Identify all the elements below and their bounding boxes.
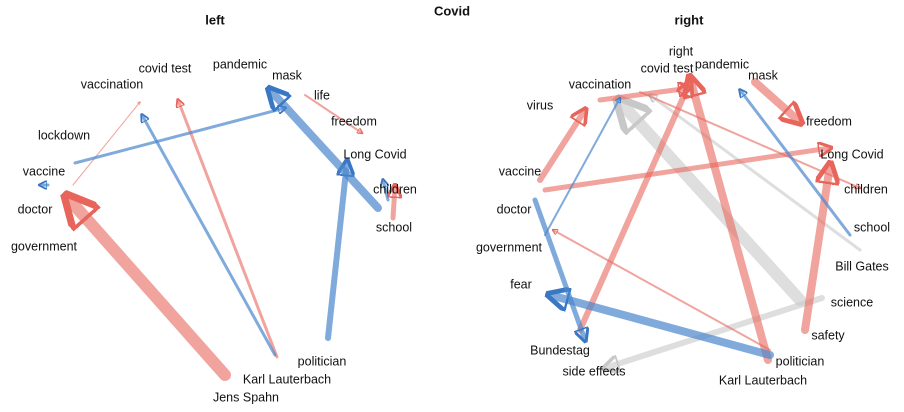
node-label: Long Covid [820,147,883,161]
edge [639,91,860,188]
node-label: school [376,220,412,234]
panel-title: right [675,12,705,27]
nodes-left: vaccination covid test pandemic mask lifefre… [11,57,417,404]
node-label: mask [272,68,303,82]
edge [544,98,620,236]
node-label: safety [811,328,845,342]
edge [577,82,690,333]
edge [383,180,390,202]
node-label: Long Covid [343,147,406,161]
edge [73,108,285,165]
node-label: government [476,240,543,254]
node-label: life [314,88,330,102]
node-label: Bill Gates [835,259,889,273]
edge [550,295,774,359]
node-label: vaccination [81,77,144,91]
node-label: freedom [806,114,852,128]
edge [690,78,772,364]
edge [325,162,347,341]
node-label: pandemic [213,57,267,71]
node-label: children [373,182,417,196]
node-label: pandemic [695,57,749,71]
node-label: Jens Spahn [213,390,279,404]
edge [740,90,852,237]
node-label: school [854,220,890,234]
panel-title: left [205,12,225,27]
edge [68,198,231,381]
node-label: vaccine [499,164,541,178]
node-label: science [831,295,873,309]
edge [393,186,395,221]
node-label: government [11,239,78,253]
node-label: Karl Lauterbach [243,372,331,386]
edge [270,90,382,212]
edge [537,110,585,183]
node-label: right [669,44,694,58]
edge [178,100,279,359]
node-label: virus [527,98,553,112]
node-label: doctor [497,202,532,216]
node-label: fear [510,277,532,291]
edge [620,102,806,306]
edge [142,115,277,357]
edge [751,78,800,122]
node-label: politician [298,354,347,368]
edge [801,165,830,334]
edge [532,197,585,340]
node-label: politician [776,354,825,368]
node-label: Bundestag [530,343,590,357]
edges-right [532,78,860,368]
edges-left [40,90,395,381]
node-label: freedom [331,114,377,128]
node-label: side effects [562,364,625,378]
edge [605,295,825,368]
edge [304,94,362,133]
node-label: covid test [641,61,694,75]
node-label: doctor [18,202,53,216]
node-label: covid test [139,61,192,75]
edge [72,102,140,186]
node-label: lockdown [38,128,90,142]
node-label: vaccine [23,164,65,178]
node-label: mask [748,68,779,82]
node-label: children [844,182,888,196]
edge [553,230,771,351]
node-label: vaccination [569,77,632,91]
node-label: Karl Lauterbach [719,373,807,387]
title: Covid [434,3,470,18]
